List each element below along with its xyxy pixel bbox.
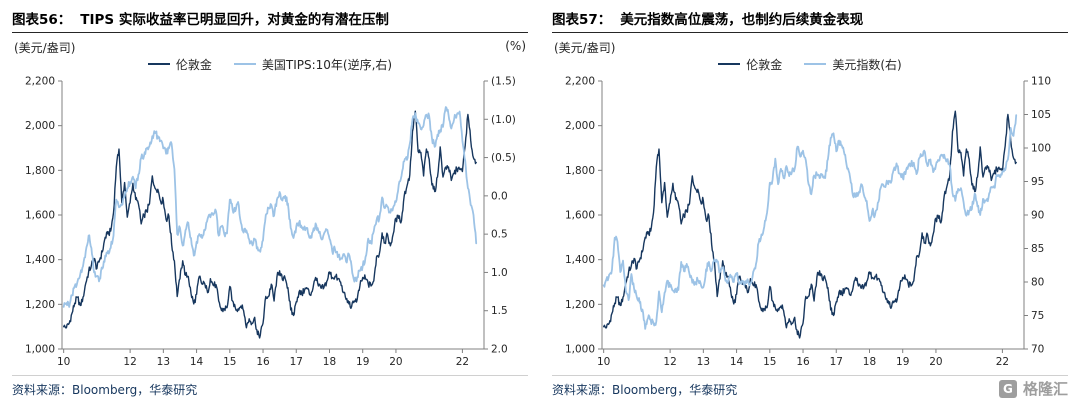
axis-units-row: (美元/盎司) (%): [12, 33, 528, 55]
series-line-left: [63, 110, 477, 339]
legend-item: 美元指数(右): [804, 56, 902, 73]
right-axis-tick-label: 105: [1031, 109, 1051, 121]
left-axis-tick-label: 2,200: [565, 76, 595, 88]
legend-label: 美元指数(右): [832, 57, 902, 72]
right-axis-tick-label: 100: [1031, 143, 1051, 155]
legend-label: 美国TIPS:10年(逆序,右): [261, 57, 393, 72]
legend-item: 伦敦金: [147, 56, 212, 73]
right-axis-tick-label: 1.0: [491, 267, 508, 279]
x-axis-tick-label: 13: [697, 356, 710, 368]
source-note: 资料来源：Bloomberg，华泰研究: [12, 375, 528, 398]
left-axis-tick-label: 2,000: [25, 120, 55, 132]
axis-units-row: (美元/盎司): [552, 33, 1068, 55]
chart-56-title: 图表56： TIPS 实际收益率已明显回升，对黄金的有潜在压制: [12, 8, 528, 33]
x-axis-tick-label: 14: [190, 356, 204, 368]
right-axis-tick-label: 0.5: [491, 229, 508, 241]
left-axis-tick-label: 1,400: [565, 254, 595, 266]
series-line-right: [602, 114, 1018, 330]
left-axis-tick-label: 1,200: [565, 299, 595, 311]
x-axis-tick-label: 19: [356, 356, 369, 368]
right-axis-tick-label: 90: [1031, 210, 1044, 222]
gelonghui-logo-icon: G: [998, 379, 1017, 398]
x-axis-tick-label: 17: [290, 356, 303, 368]
figure-title-text: TIPS 实际收益率已明显回升，对黄金的有潜在压制: [80, 12, 389, 28]
chart-57-plot: 1,000 1,200 1,400 1,600 1,800 2,000 2,200 70 75 8…: [565, 76, 1051, 369]
left-axis-tick-label: 1,600: [565, 210, 595, 222]
right-axis-tick-label: 95: [1031, 176, 1044, 188]
x-axis-tick-label: 22: [996, 356, 1009, 368]
left-axis-tick-label: 1,200: [25, 299, 55, 311]
legend-swatch: [718, 62, 741, 66]
x-axis-tick-label: 20: [389, 356, 402, 368]
chart-56-legend: 伦敦金 美国TIPS:10年(逆序,右): [12, 55, 528, 73]
chart-56-plot: 1,000 1,200 1,400 1,600 1,800 2,000 2,200 (1.5)…: [25, 76, 516, 369]
right-axis-tick-label: 70: [1031, 344, 1044, 356]
legend-label: 伦敦金: [175, 57, 212, 72]
left-axis-tick-label: 1,400: [25, 254, 55, 266]
legend-item: 美国TIPS:10年(逆序,右): [233, 56, 393, 73]
x-axis-tick-label: 15: [223, 356, 236, 368]
x-axis-tick-label: 12: [123, 356, 136, 368]
x-axis-tick-label: 22: [456, 356, 469, 368]
x-axis-tick-label: 15: [763, 356, 776, 368]
x-axis-tick-label: 12: [663, 356, 676, 368]
x-axis-tick-label: 18: [323, 356, 336, 368]
legend-item: 伦敦金: [718, 56, 782, 73]
right-axis-tick-label: 80: [1031, 277, 1044, 289]
x-axis-tick-label: 14: [730, 356, 744, 368]
series-line-left: [603, 110, 1017, 339]
x-axis-tick-label: 16: [256, 356, 270, 368]
x-axis-tick-label: 10: [597, 356, 610, 368]
right-axis-tick-label: 110: [1031, 76, 1051, 88]
legend-swatch: [147, 62, 170, 66]
left-axis-unit: (美元/盎司): [554, 41, 616, 55]
x-axis-tick-label: 18: [863, 356, 876, 368]
chart-57-title: 图表57： 美元指数高位震荡，也制约后续黄金表现: [552, 8, 1068, 33]
left-axis-tick-label: 1,600: [25, 210, 55, 222]
left-axis-tick-label: 1,000: [25, 344, 55, 356]
left-axis-tick-label: 2,000: [565, 120, 595, 132]
source-note: 资料来源：Bloomberg，华泰研究: [552, 375, 1068, 398]
right-axis-tick-label: (1.0): [491, 114, 516, 126]
legend-swatch: [233, 62, 256, 66]
chart-56-panel: 图表56： TIPS 实际收益率已明显回升，对黄金的有潜在压制 (美元/盎司) …: [12, 8, 528, 398]
legend-label: 伦敦金: [746, 57, 783, 72]
chart-57-legend: 伦敦金 美元指数(右): [552, 55, 1068, 73]
gelonghui-logo-text: 格隆汇: [1022, 380, 1068, 398]
figure-title-text: 美元指数高位震荡，也制约后续黄金表现: [620, 12, 864, 28]
x-axis-tick-label: 10: [57, 356, 70, 368]
x-axis-tick-label: 20: [929, 356, 942, 368]
series-line-right: [62, 106, 478, 308]
right-axis-tick-label: 2.0: [491, 344, 508, 356]
left-axis-tick-label: 1,800: [565, 165, 595, 177]
x-axis-tick-label: 13: [157, 356, 170, 368]
right-axis-tick-label: 75: [1031, 310, 1044, 322]
figure-label: 图表56：: [12, 12, 72, 28]
x-axis-tick-label: 16: [796, 356, 810, 368]
left-axis-tick-label: 1,000: [565, 344, 595, 356]
right-axis-tick-label: (0.5): [491, 152, 516, 164]
right-axis-tick-label: 85: [1031, 243, 1044, 255]
right-axis-tick-label: 1.5: [491, 305, 508, 317]
right-axis-tick-label: (1.5): [491, 76, 516, 88]
x-axis-tick-label: 19: [896, 356, 909, 368]
gelonghui-logo: G 格隆汇: [998, 378, 1068, 399]
x-axis-tick-label: 17: [830, 356, 843, 368]
chart-57-panel: 图表57： 美元指数高位震荡，也制约后续黄金表现 (美元/盎司) 伦敦金 美元指数…: [540, 0, 1080, 407]
left-axis-unit: (美元/盎司): [14, 41, 76, 55]
right-axis-tick-label: 0.0: [491, 190, 508, 202]
figure-label: 图表57：: [552, 12, 612, 28]
legend-swatch: [804, 62, 827, 66]
left-axis-tick-label: 1,800: [25, 165, 55, 177]
right-axis-unit: (%): [505, 39, 526, 53]
left-axis-tick-label: 2,200: [25, 76, 55, 88]
